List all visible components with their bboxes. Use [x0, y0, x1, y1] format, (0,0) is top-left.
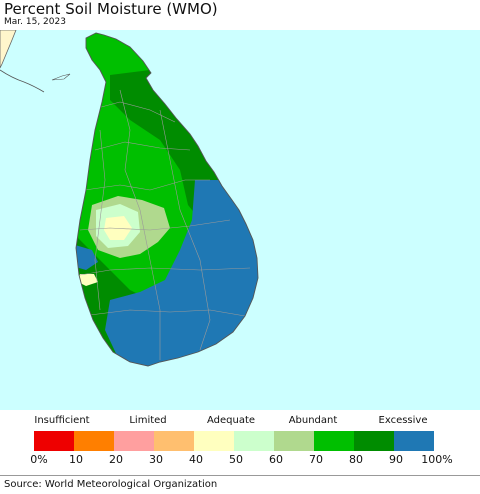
legend-tick: 90 [389, 453, 403, 466]
soil-moisture-map [0, 30, 480, 410]
legend-category-insufficient: Insufficient [34, 415, 90, 426]
legend-swatch [74, 431, 114, 451]
legend-tick: 40 [189, 453, 203, 466]
island-fragment [51, 73, 71, 81]
legend-category-limited: Limited [129, 415, 167, 426]
legend-swatch [354, 431, 394, 451]
adams-bridge-outline [0, 69, 45, 93]
map-title: Percent Soil Moisture (WMO) [4, 0, 218, 18]
legend-swatch [34, 431, 74, 451]
legend-tick: 80 [349, 453, 363, 466]
legend-swatch [154, 431, 194, 451]
legend-category-excessive: Excessive [378, 415, 428, 426]
footer-divider [0, 475, 480, 476]
legend-swatch [194, 431, 234, 451]
legend-swatch [114, 431, 154, 451]
legend-tick: 50 [229, 453, 243, 466]
legend-swatch [234, 431, 274, 451]
legend-swatch [274, 431, 314, 451]
legend-category-adequate: Adequate [206, 415, 256, 426]
legend-category-abundant: Abundant [288, 415, 338, 426]
map-date: Mar. 15, 2023 [4, 17, 66, 27]
legend: Insufficient Limited Adequate Abundant E… [0, 410, 480, 470]
moisture-fill [76, 33, 258, 366]
legend-swatch [394, 431, 434, 451]
legend-tick: 20 [109, 453, 123, 466]
legend-tick: 100% [421, 453, 453, 466]
legend-tick: 10 [69, 453, 83, 466]
legend-swatch [314, 431, 354, 451]
district-boundaries [79, 89, 251, 360]
legend-tick: 60 [269, 453, 283, 466]
india-coast [0, 30, 17, 69]
legend-tick: 70 [309, 453, 323, 466]
legend-tick: 0% [30, 453, 48, 466]
source-credit: Source: World Meteorological Organizatio… [4, 479, 218, 490]
legend-tick: 30 [149, 453, 163, 466]
legend-color-bar [34, 431, 434, 451]
